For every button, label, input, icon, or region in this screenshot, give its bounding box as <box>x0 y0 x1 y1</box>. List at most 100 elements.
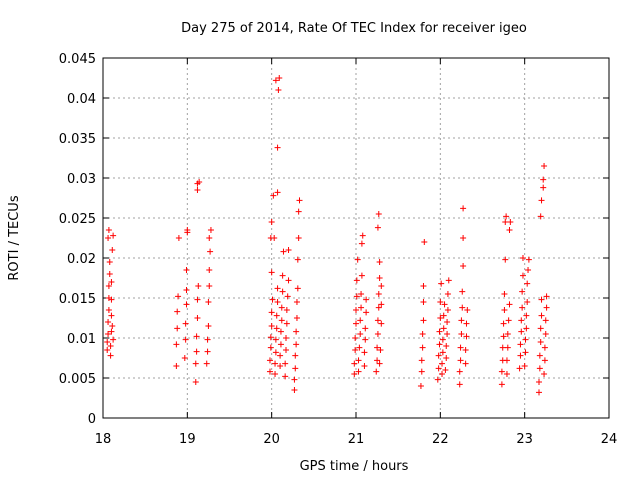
data-point <box>517 341 524 348</box>
data-point <box>420 317 427 324</box>
data-point <box>192 379 199 385</box>
data-point <box>504 344 511 351</box>
data-point <box>543 304 550 311</box>
data-point <box>173 341 180 348</box>
data-point <box>501 291 508 297</box>
data-point <box>107 343 114 349</box>
data-point <box>355 357 362 364</box>
data-point <box>463 333 470 340</box>
data-point <box>374 224 381 231</box>
data-point <box>462 360 469 367</box>
data-point <box>419 331 426 337</box>
data-point <box>295 235 302 241</box>
data-point <box>269 296 276 303</box>
data-point <box>110 232 117 239</box>
data-point <box>541 163 548 169</box>
y-axis-label: ROTI / TECUs <box>7 195 22 280</box>
data-point <box>437 299 444 305</box>
data-point <box>434 376 441 383</box>
data-point <box>175 293 182 300</box>
data-point <box>362 336 369 343</box>
data-point <box>173 363 180 369</box>
data-point <box>192 360 199 367</box>
y-tick-label: 0.01 <box>67 332 96 347</box>
data-point <box>182 320 189 327</box>
data-point <box>204 348 211 355</box>
data-point <box>196 179 203 185</box>
data-point <box>295 208 302 215</box>
data-point <box>357 317 364 324</box>
data-point <box>274 144 281 151</box>
data-point <box>459 288 466 295</box>
data-point <box>518 317 525 324</box>
data-point <box>420 299 427 305</box>
data-point <box>175 235 182 241</box>
data-point <box>194 315 201 321</box>
data-point <box>351 360 358 367</box>
data-point <box>293 341 300 348</box>
data-point <box>524 280 531 287</box>
data-point <box>540 176 547 183</box>
data-point <box>363 309 370 316</box>
data-point <box>518 328 525 335</box>
data-point <box>374 331 381 337</box>
y-tick-label: 0.035 <box>59 132 96 147</box>
data-point <box>358 240 365 247</box>
data-point <box>266 357 273 364</box>
plot-frame <box>102 57 610 419</box>
data-point <box>538 296 545 303</box>
data-point <box>183 301 190 308</box>
data-point <box>272 371 279 377</box>
data-point <box>500 320 507 327</box>
data-point <box>106 271 113 277</box>
data-point <box>463 320 470 327</box>
data-point <box>268 309 275 316</box>
data-point <box>352 335 359 341</box>
data-point <box>498 368 505 375</box>
data-point <box>279 288 286 295</box>
data-point <box>504 331 511 337</box>
data-point <box>294 285 301 292</box>
data-point <box>457 357 464 364</box>
data-point <box>272 77 279 84</box>
data-point <box>377 347 384 353</box>
x-tick-label: 22 <box>432 432 449 447</box>
data-point <box>536 352 543 359</box>
data-point <box>283 335 290 341</box>
data-point <box>374 317 381 324</box>
data-point <box>418 357 425 364</box>
data-point <box>516 365 523 372</box>
data-point <box>105 319 112 325</box>
data-point <box>351 371 358 377</box>
data-point <box>440 325 447 332</box>
data-point <box>292 365 299 372</box>
data-point <box>378 301 385 308</box>
data-point <box>184 227 191 233</box>
data-point <box>206 267 213 273</box>
data-point <box>293 315 300 321</box>
data-point <box>194 187 201 193</box>
data-point <box>536 379 543 385</box>
data-point <box>296 197 303 204</box>
data-point <box>268 269 275 276</box>
data-point <box>356 344 363 351</box>
y-tick-label: 0.025 <box>59 212 96 227</box>
data-point <box>273 325 280 332</box>
data-point <box>272 349 279 356</box>
data-point <box>375 291 382 297</box>
data-point <box>499 344 506 351</box>
data-point <box>183 267 190 273</box>
data-point <box>204 336 211 343</box>
data-point <box>267 344 274 351</box>
data-point <box>279 272 286 279</box>
data-point <box>460 235 467 241</box>
data-point <box>444 291 451 297</box>
data-point <box>207 227 214 233</box>
data-point <box>181 355 188 361</box>
data-point <box>352 347 359 353</box>
data-point <box>108 328 115 335</box>
data-point <box>207 248 214 255</box>
data-point <box>538 312 545 319</box>
data-point <box>282 360 289 367</box>
data-point <box>435 352 442 359</box>
